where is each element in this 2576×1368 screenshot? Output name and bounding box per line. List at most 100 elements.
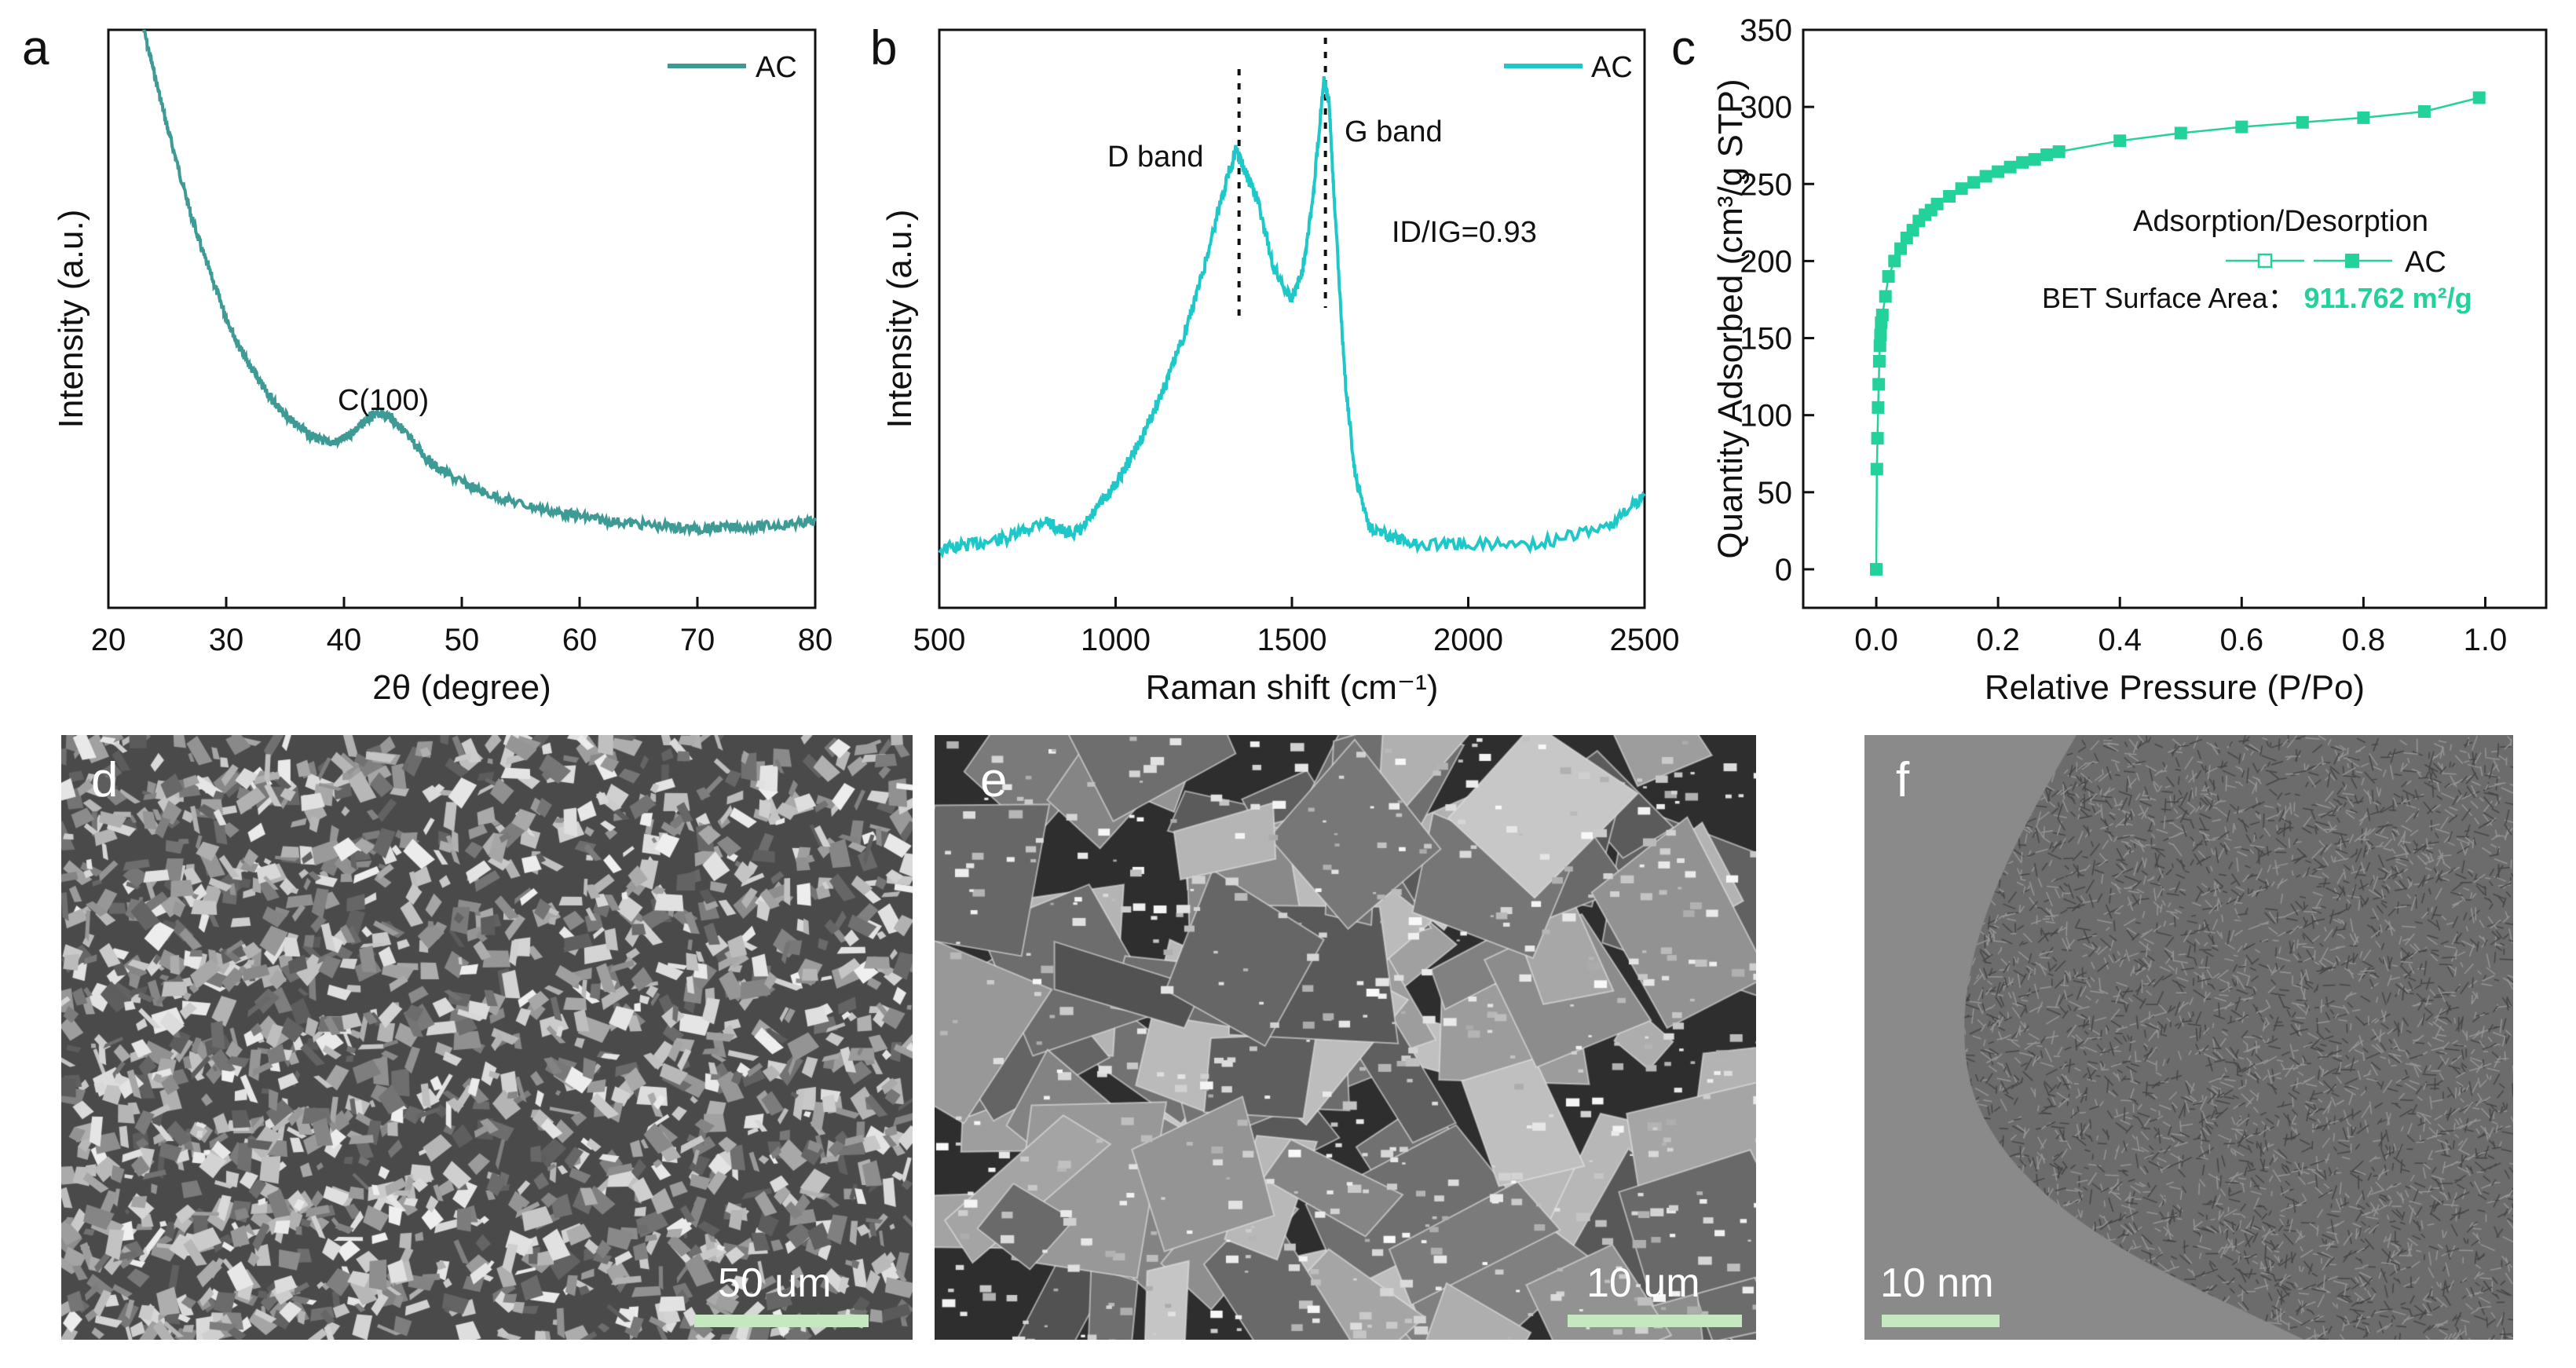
- d-band-label: D band: [1107, 141, 1204, 174]
- a-xtick-label: 40: [327, 623, 362, 657]
- c-xtick-label: 0.8: [2342, 623, 2386, 657]
- plot-frame-c: [1802, 28, 2548, 609]
- legend-title-c: Adsorption/Desorption: [2133, 205, 2428, 238]
- plot-frame-a: [107, 28, 817, 609]
- a-xtick-label: 30: [209, 623, 244, 657]
- a-xtick-label: 70: [680, 623, 715, 657]
- data-point: [2040, 148, 2054, 161]
- b-xtick-label: 1000: [1081, 623, 1151, 657]
- panel-c: c 0.0 0.2 0.4 0.6 0.8 1.0 0 50 100 150 200 250 300 3…: [1671, 13, 2548, 707]
- data-point: [1992, 165, 2005, 178]
- x-ticks-b: 500 1000 1500 2000 2500: [913, 597, 1680, 657]
- data-point: [2472, 91, 2486, 104]
- panel-a: a 20 30 40 50 60 70 80 2θ (degree) Intensity (…: [22, 21, 832, 707]
- x-ticks-a: 20 30 40 50 60 70 80: [91, 597, 833, 657]
- data-point: [2235, 120, 2249, 134]
- x-ticks-c: 0.0 0.2 0.4 0.6 0.8 1.0: [1854, 597, 2507, 657]
- c-ytick-label: 350: [1740, 13, 1792, 48]
- panel-letter-b: b: [870, 21, 897, 75]
- data-point: [1879, 290, 1892, 303]
- sem-image-e: e 10 um: [935, 735, 1756, 1340]
- c-ytick-label: 0: [1775, 553, 1792, 587]
- bet-label: BET Surface Area： 911.762 m²/g: [2042, 282, 2472, 314]
- data-point: [1875, 309, 1889, 322]
- data-point: [2028, 152, 2041, 166]
- c-ytick-label: 200: [1740, 244, 1792, 279]
- scale-bar-e: [1568, 1315, 1742, 1327]
- data-point: [1894, 242, 1908, 255]
- data-point: [1943, 190, 1956, 203]
- tem-image-f: f 10 nm: [1864, 735, 2513, 1340]
- y-axis-title-c: Quantity Adsorbed (cm³/g STP): [1711, 79, 1750, 558]
- data-point: [1967, 176, 1981, 189]
- legend-label-c: AC: [2405, 246, 2446, 279]
- sem-texture-d: [61, 735, 913, 1340]
- data-point: [2016, 155, 2029, 169]
- y-axis-title-b: Intensity (a.u.): [880, 210, 919, 429]
- legend-marker-adsorption: [2345, 254, 2359, 268]
- scale-label-e: 10 um: [1586, 1260, 1700, 1306]
- data-point: [1870, 463, 1883, 476]
- series-line-b: [938, 76, 1646, 559]
- id-ig-ratio-label: ID/IG=0.93: [1392, 216, 1537, 249]
- bet-value: 911.762 m²/g: [2304, 282, 2472, 314]
- c-xtick-label: 0.2: [1976, 623, 2020, 657]
- data-point: [2113, 134, 2127, 148]
- scale-label-d: 50 um: [718, 1260, 832, 1306]
- data-point: [1872, 378, 1886, 391]
- c-ytick-label: 250: [1740, 167, 1792, 202]
- a-xtick-label: 60: [562, 623, 598, 657]
- data-point: [2357, 111, 2370, 124]
- c-xtick-label: 0.0: [1854, 623, 1898, 657]
- a-xtick-label: 20: [91, 623, 126, 657]
- data-point: [1888, 254, 1901, 268]
- y-axis-title-a: Intensity (a.u.): [52, 210, 90, 429]
- a-xtick-label: 80: [798, 623, 833, 657]
- sem-texture-e: [935, 735, 1756, 1340]
- data-point: [2296, 115, 2309, 129]
- scale-label-f: 10 nm: [1880, 1260, 1994, 1306]
- data-point: [1871, 432, 1884, 445]
- b-xtick-label: 1500: [1257, 623, 1327, 657]
- c-ytick-label: 150: [1740, 322, 1792, 357]
- panel-letter-e: e: [980, 753, 1008, 807]
- data-point: [1955, 182, 1968, 196]
- c-xtick-label: 0.6: [2219, 623, 2263, 657]
- b-xtick-label: 2500: [1610, 623, 1680, 657]
- data-point: [1874, 328, 1887, 342]
- scale-bar-f: [1882, 1315, 2000, 1327]
- data-point: [2174, 126, 2187, 140]
- panel-b: b 500 1000 1500 2000 2500 Raman shift (cm⁻¹)…: [870, 21, 1679, 707]
- c-ytick-label: 300: [1740, 90, 1792, 125]
- data-point: [2052, 145, 2066, 159]
- series-markers-c: [1870, 91, 2486, 576]
- x-axis-title-a: 2θ (degree): [372, 668, 551, 707]
- data-point: [1870, 562, 1883, 576]
- scale-bar-d: [694, 1315, 869, 1327]
- a-xtick-label: 50: [445, 623, 480, 657]
- panel-letter-c: c: [1671, 21, 1696, 75]
- panel-letter-f: f: [1896, 753, 1910, 807]
- c-xtick-label: 1.0: [2464, 623, 2508, 657]
- data-point: [2003, 160, 2017, 174]
- b-xtick-label: 500: [913, 623, 966, 657]
- data-point: [1872, 355, 1886, 368]
- panel-letter-a: a: [22, 21, 49, 75]
- b-xtick-label: 2000: [1433, 623, 1503, 657]
- sem-image-d: d 50 um: [61, 735, 913, 1340]
- c-ytick-label: 100: [1740, 399, 1792, 433]
- data-point: [2417, 105, 2431, 118]
- c-xtick-label: 0.4: [2098, 623, 2142, 657]
- data-point: [1872, 401, 1885, 414]
- y-ticks-c: 0 50 100 150 200 250 300 350: [1740, 13, 1814, 587]
- x-axis-title-c: Relative Pressure (P/Po): [1985, 668, 2365, 707]
- tem-texture-f: [1864, 735, 2513, 1340]
- data-point: [1873, 339, 1886, 353]
- legend-label-b: AC: [1591, 51, 1633, 84]
- legend-label-a: AC: [756, 51, 797, 84]
- x-axis-title-b: Raman shift (cm⁻¹): [1146, 668, 1439, 707]
- series-line-a: [142, 29, 817, 538]
- legend-marker-desorption: [2257, 253, 2273, 269]
- c-ytick-label: 50: [1758, 476, 1793, 510]
